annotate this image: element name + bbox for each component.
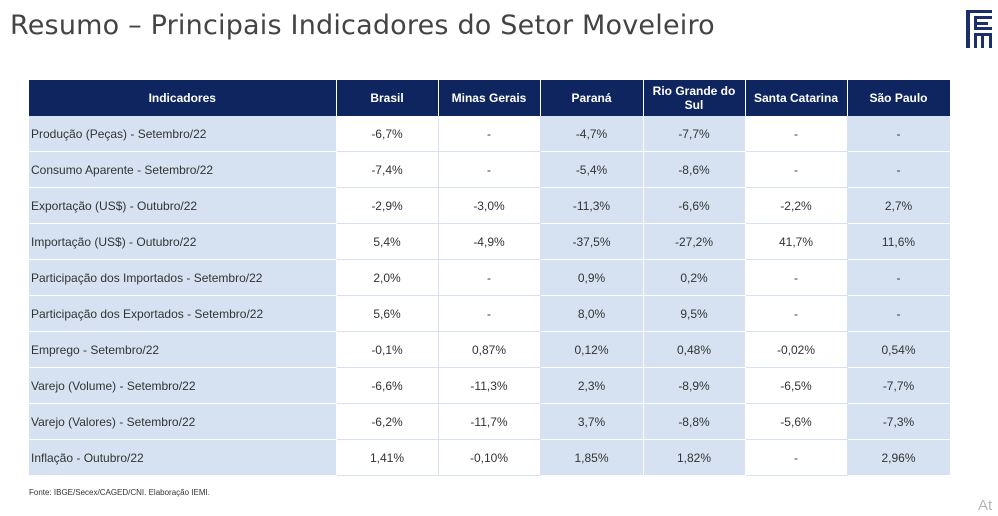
table-cell: 1,85% [540, 439, 644, 476]
row-label: Consumo Aparente - Setembro/22 [29, 151, 337, 188]
table-cell: - [438, 151, 541, 188]
corner-text: At [978, 497, 993, 514]
row-label: Inflação - Outubro/22 [29, 439, 337, 476]
column-header-indicadores: Indicadores [29, 80, 337, 116]
table-cell: -8,8% [643, 403, 746, 440]
row-label: Varejo (Valores) - Setembro/22 [29, 403, 337, 440]
table-cell: 41,7% [745, 223, 848, 260]
table-cell: -6,2% [336, 403, 439, 440]
table-cell: -11,3% [540, 187, 644, 224]
table-row: Varejo (Volume) - Setembro/22 -6,6% -11,3%… [29, 367, 951, 404]
table-cell: - [745, 439, 848, 476]
table-cell: - [745, 151, 848, 188]
table-cell: - [438, 116, 541, 152]
table-cell: -7,4% [336, 151, 439, 188]
table-row: Importação (US$) - Outubro/22 5,4% -4,9% -3… [29, 223, 951, 260]
table-cell: 5,6% [336, 295, 439, 332]
table-row: Exportação (US$) - Outubro/22 -2,9% -3,0% -… [29, 187, 951, 224]
table-row: Consumo Aparente - Setembro/22 -7,4% - -5,4… [29, 151, 951, 188]
table-cell: -6,5% [745, 367, 848, 404]
table-cell: -4,9% [438, 223, 541, 260]
table-cell: 0,9% [540, 259, 644, 296]
table-cell: 3,7% [540, 403, 644, 440]
table-cell: -11,7% [438, 403, 541, 440]
table-cell: 2,7% [847, 187, 951, 224]
table-cell: -4,7% [540, 116, 644, 152]
table-cell: - [745, 295, 848, 332]
table-row: Participação dos Exportados - Setembro/2… [29, 295, 951, 332]
slide-title: Resumo – Principais Indicadores do Setor… [10, 10, 715, 41]
table-row: Emprego - Setembro/22 -0,1% 0,87% 0,12% 0,48… [29, 331, 951, 368]
column-header: Brasil [336, 80, 439, 116]
table-cell: 8,0% [540, 295, 644, 332]
table-cell: - [847, 259, 951, 296]
table-cell: -0,02% [745, 331, 848, 368]
table-cell: 2,3% [540, 367, 644, 404]
table-cell: 0,87% [438, 331, 541, 368]
table-cell: 0,54% [847, 331, 951, 368]
table-cell: -37,5% [540, 223, 644, 260]
table-cell: 2,96% [847, 439, 951, 476]
table-cell: 5,4% [336, 223, 439, 260]
row-label: Participação dos Importados - Setembro/2… [29, 259, 337, 296]
table-cell: 9,5% [643, 295, 746, 332]
table-cell: -2,2% [745, 187, 848, 224]
column-header: Santa Catarina [745, 80, 848, 116]
table-cell: -8,6% [643, 151, 746, 188]
table-cell: - [847, 116, 951, 152]
table-body: Produção (Peças) - Setembro/22 -6,7% - -4,7… [29, 116, 951, 476]
table-cell: 11,6% [847, 223, 951, 260]
row-label: Participação dos Exportados - Setembro/2… [29, 295, 337, 332]
table-cell: -7,7% [847, 367, 951, 404]
table-cell: 1,41% [336, 439, 439, 476]
table-cell: -3,0% [438, 187, 541, 224]
table-cell: -2,9% [336, 187, 439, 224]
table-cell: - [438, 295, 541, 332]
table-cell: 0,12% [540, 331, 644, 368]
table-cell: -27,2% [643, 223, 746, 260]
column-header: Rio Grande do Sul [643, 80, 746, 116]
table-row: Produção (Peças) - Setembro/22 -6,7% - -4,7… [29, 116, 951, 152]
row-label: Produção (Peças) - Setembro/22 [29, 116, 337, 152]
table-cell: -6,6% [336, 367, 439, 404]
row-label: Emprego - Setembro/22 [29, 331, 337, 368]
table-cell: 2,0% [336, 259, 439, 296]
table-cell: - [745, 259, 848, 296]
table-cell: -7,7% [643, 116, 746, 152]
table-cell: 1,82% [643, 439, 746, 476]
row-label: Exportação (US$) - Outubro/22 [29, 187, 337, 224]
table-cell: - [847, 295, 951, 332]
table-cell: -8,9% [643, 367, 746, 404]
table-cell: -6,6% [643, 187, 746, 224]
table-row: Varejo (Valores) - Setembro/22 -6,2% -11,7… [29, 403, 951, 440]
table-cell: - [438, 259, 541, 296]
source-note: Fonte: IBGE/Secex/CAGED/CNI. Elaboração … [29, 488, 210, 497]
iemi-logo-icon [966, 10, 992, 48]
table-cell: -0,10% [438, 439, 541, 476]
table-cell: - [847, 151, 951, 188]
table-row: Participação dos Importados - Setembro/2… [29, 259, 951, 296]
table-cell: -5,6% [745, 403, 848, 440]
column-header: Paraná [540, 80, 644, 116]
table-cell: -11,3% [438, 367, 541, 404]
table-cell: -6,7% [336, 116, 439, 152]
table-header-row: Indicadores Brasil Minas Gerais Paraná Rio G… [29, 80, 951, 116]
table-cell: -7,3% [847, 403, 951, 440]
table-cell: -5,4% [540, 151, 644, 188]
column-header: São Paulo [847, 80, 951, 116]
table-row: Inflação - Outubro/22 1,41% -0,10% 1,85% 1,8… [29, 439, 951, 476]
column-header: Minas Gerais [438, 80, 541, 116]
table-cell: -0,1% [336, 331, 439, 368]
indicators-table: Indicadores Brasil Minas Gerais Paraná Rio G… [29, 80, 951, 476]
table-cell: 0,48% [643, 331, 746, 368]
table-cell: 0,2% [643, 259, 746, 296]
row-label: Importação (US$) - Outubro/22 [29, 223, 337, 260]
row-label: Varejo (Volume) - Setembro/22 [29, 367, 337, 404]
table-cell: - [745, 116, 848, 152]
